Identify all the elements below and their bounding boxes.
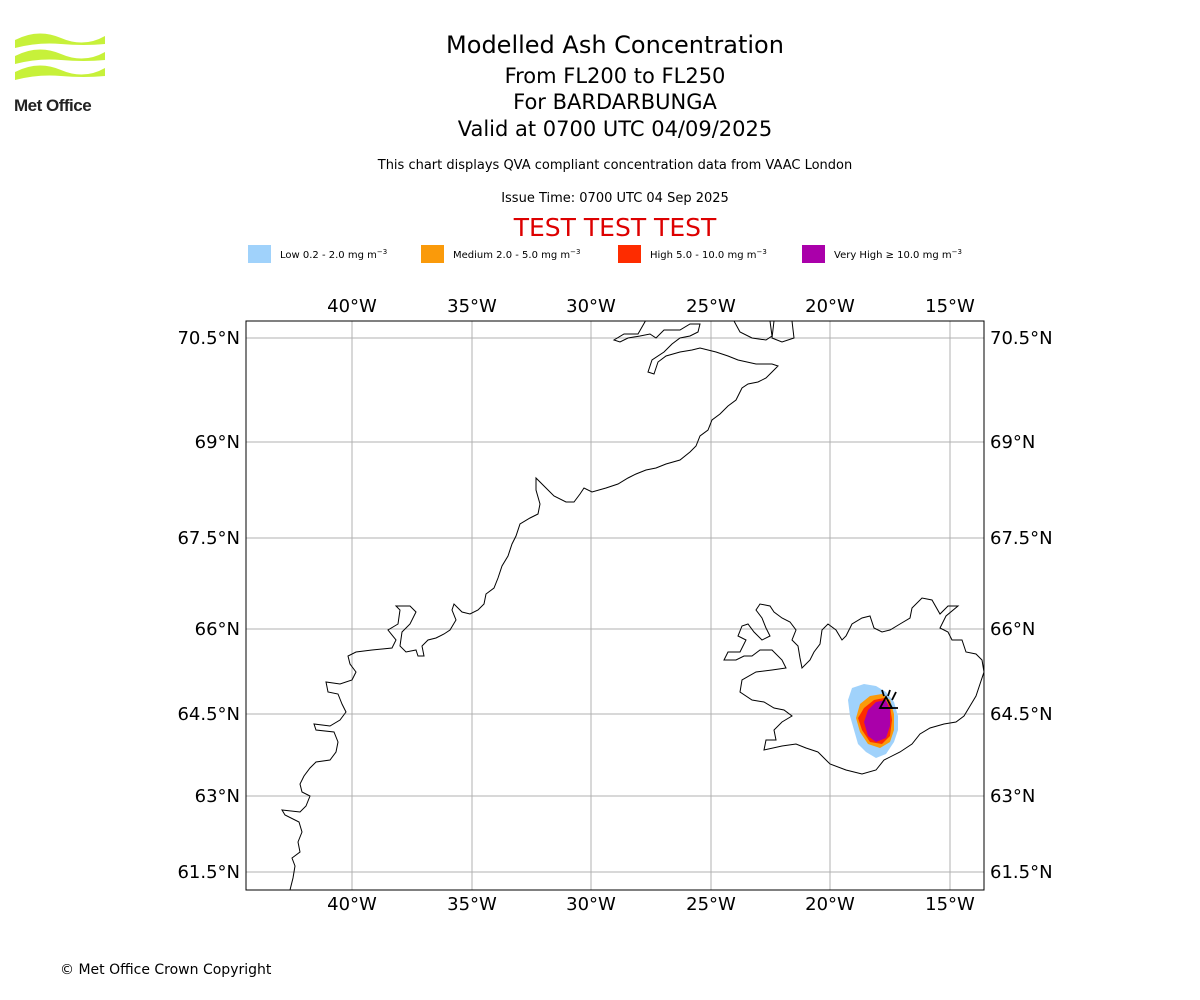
chart-title: Modelled Ash Concentration xyxy=(446,31,784,59)
lat-tick-label: 66°N xyxy=(990,619,1035,640)
issue-time: Issue Time: 0700 UTC 04 Sep 2025 xyxy=(501,191,729,206)
met-office-waves-icon xyxy=(15,33,105,80)
map-gridlines xyxy=(246,321,984,890)
legend-label-medium: Medium 2.0 - 5.0 mg m xyxy=(453,249,571,261)
lon-tick-label: 40°W xyxy=(327,894,377,915)
lon-tick-label: 30°W xyxy=(566,296,616,317)
map-frame xyxy=(245,320,985,891)
valid-time: Valid at 0700 UTC 04/09/2025 xyxy=(457,117,773,141)
coastlines xyxy=(281,321,984,890)
legend-swatch-very-high xyxy=(802,245,825,263)
legend-label-high: High 5.0 - 10.0 mg m xyxy=(650,249,757,261)
lat-tick-label: 64.5°N xyxy=(177,704,240,725)
legend-swatch-low xyxy=(248,245,271,263)
volcano-name: For BARDARBUNGA xyxy=(513,90,717,114)
legend-item-medium: Medium 2.0 - 5.0 mg m−3 xyxy=(421,244,580,264)
chart-description: This chart displays QVA compliant concen… xyxy=(377,158,853,173)
legend-swatch-high xyxy=(618,245,641,263)
lat-tick-label: 64.5°N xyxy=(990,704,1053,725)
lon-tick-label: 20°W xyxy=(805,894,855,915)
lon-tick-label: 35°W xyxy=(447,894,497,915)
lat-tick-label: 67.5°N xyxy=(177,528,240,549)
lat-tick-label: 61.5°N xyxy=(177,862,240,883)
lat-tick-label: 67.5°N xyxy=(990,528,1053,549)
met-office-logo: Met Office xyxy=(14,30,108,115)
greenland-coastline xyxy=(281,321,779,890)
lat-tick-label: 61.5°N xyxy=(990,862,1053,883)
lat-tick-label: 66°N xyxy=(195,619,240,640)
flight-levels: From FL200 to FL250 xyxy=(504,64,726,88)
logo-text: Met Office xyxy=(14,96,92,115)
ash-very-high-area xyxy=(864,700,890,742)
lat-tick-label: 70.5°N xyxy=(990,328,1053,349)
lon-tick-label: 15°W xyxy=(925,894,975,915)
lat-tick-label: 63°N xyxy=(195,786,240,807)
legend-item-very-high: Very High ≥ 10.0 mg m−3 xyxy=(802,244,962,264)
lon-tick-label: 40°W xyxy=(327,296,377,317)
lon-tick-label: 25°W xyxy=(686,894,736,915)
legend-label-very-high: Very High ≥ 10.0 mg m xyxy=(834,249,952,261)
test-banner: TEST TEST TEST xyxy=(513,213,717,242)
lat-tick-label: 70.5°N xyxy=(177,328,240,349)
lon-tick-label: 25°W xyxy=(686,296,736,317)
iceland-coastline xyxy=(723,597,984,775)
lat-ticks-right: 70.5°N 69°N 67.5°N 66°N 64.5°N 63°N 61.5… xyxy=(990,328,1053,883)
legend-item-high: High 5.0 - 10.0 mg m−3 xyxy=(618,244,767,264)
lon-ticks-bottom: 40°W 35°W 30°W 25°W 20°W 15°W xyxy=(327,894,975,915)
lat-tick-label: 69°N xyxy=(990,432,1035,453)
ash-areas xyxy=(848,684,898,758)
lon-tick-label: 20°W xyxy=(805,296,855,317)
lon-tick-label: 30°W xyxy=(566,894,616,915)
legend-label-low: Low 0.2 - 2.0 mg m xyxy=(280,249,377,261)
legend-item-low: Low 0.2 - 2.0 mg m−3 xyxy=(248,244,387,264)
lat-tick-label: 69°N xyxy=(195,432,240,453)
lon-ticks-top: 40°W 35°W 30°W 25°W 20°W 15°W xyxy=(327,296,975,317)
legend-swatch-medium xyxy=(421,245,444,263)
copyright-notice: © Met Office Crown Copyright xyxy=(60,962,272,978)
lon-tick-label: 35°W xyxy=(447,296,497,317)
lat-tick-label: 63°N xyxy=(990,786,1035,807)
lon-tick-label: 15°W xyxy=(925,296,975,317)
volcano-marker-icon xyxy=(878,689,898,709)
lat-ticks-left: 70.5°N 69°N 67.5°N 66°N 64.5°N 63°N 61.5… xyxy=(177,328,240,883)
